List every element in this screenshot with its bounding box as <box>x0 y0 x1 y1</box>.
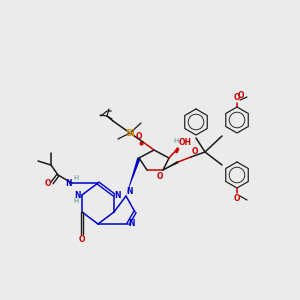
Text: N: N <box>65 178 71 188</box>
Text: O: O <box>136 132 142 141</box>
Text: O: O <box>79 235 85 244</box>
Polygon shape <box>126 158 141 196</box>
Text: N: N <box>115 190 121 200</box>
Text: Si: Si <box>125 128 135 137</box>
Text: OH: OH <box>179 138 192 147</box>
Polygon shape <box>163 161 178 170</box>
Text: H: H <box>173 138 178 144</box>
Text: N: N <box>128 220 135 229</box>
Text: O: O <box>157 172 164 181</box>
Text: O: O <box>234 93 240 102</box>
Text: N: N <box>74 190 81 200</box>
Text: O: O <box>44 178 51 188</box>
Text: H: H <box>73 175 78 181</box>
Text: O: O <box>238 91 244 100</box>
Text: N: N <box>127 187 133 196</box>
Text: H: H <box>74 198 79 204</box>
Text: O: O <box>234 194 240 203</box>
Text: O: O <box>191 147 198 156</box>
